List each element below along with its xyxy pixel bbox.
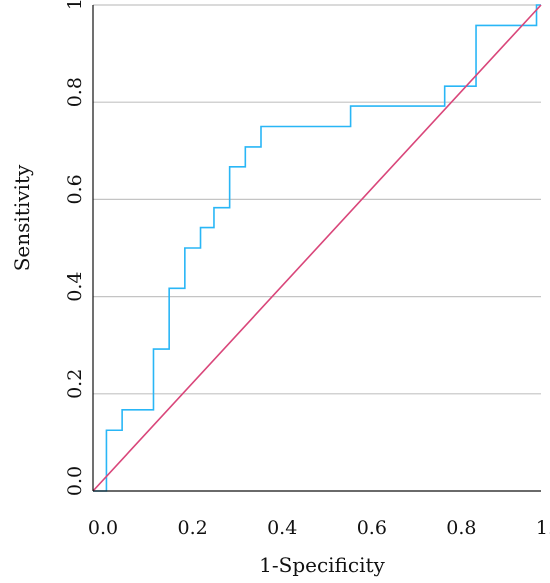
x-tick-label-3: 0.6 — [357, 517, 387, 539]
y-tick-label-4: 0.8 — [64, 77, 86, 107]
y-tick-label-2: 0.4 — [64, 271, 86, 301]
x-tick-labels: 0.0 0.2 0.4 0.6 0.8 1.0 — [88, 517, 550, 539]
y-tick-label-5: 1.0 — [64, 0, 86, 10]
roc-curve-line — [93, 4, 541, 492]
y-tick-label-0: 0.0 — [64, 466, 86, 496]
y-tick-label-3: 0.6 — [64, 174, 86, 204]
y-tick-labels: 0.0 0.2 0.4 0.6 0.8 1.0 — [64, 0, 86, 496]
x-tick-label-0: 0.0 — [88, 517, 118, 539]
x-tick-label-1: 0.2 — [177, 517, 207, 539]
x-axis-title: 1-Specificity — [259, 553, 385, 577]
x-tick-label-5: 1.0 — [536, 517, 550, 539]
reference-diagonal-line — [92, 4, 542, 492]
x-tick-label-4: 0.8 — [446, 517, 476, 539]
x-tick-label-2: 0.4 — [267, 517, 297, 539]
y-axis-title: Sensitivity — [10, 164, 34, 271]
series-group — [92, 4, 542, 492]
grid-lines — [93, 4, 541, 395]
y-tick-label-1: 0.2 — [64, 369, 86, 399]
